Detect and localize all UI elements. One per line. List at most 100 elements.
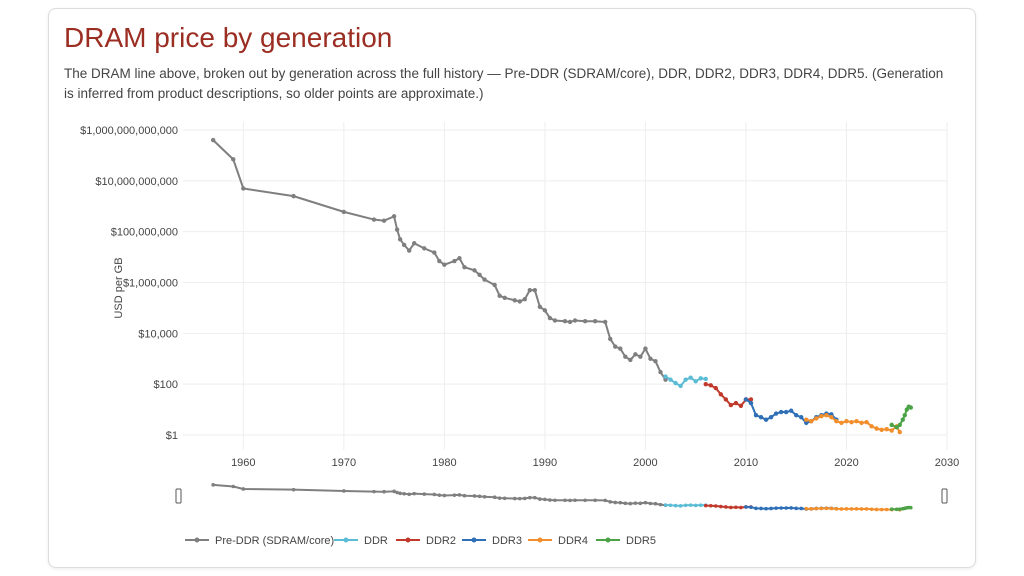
- data-point: [437, 258, 442, 264]
- legend[interactable]: Pre-DDR (SDRAM/core) DDR DDR2 DDR3 DDR4 DDR5: [185, 535, 656, 547]
- range-point: [884, 507, 889, 512]
- x-tick-label: 2000: [633, 457, 657, 469]
- range-point: [583, 498, 587, 503]
- data-point: [231, 157, 236, 162]
- range-point: [874, 507, 879, 512]
- data-point: [879, 427, 884, 433]
- data-point: [371, 217, 377, 222]
- range-point: [633, 501, 638, 505]
- range-point: [804, 506, 809, 511]
- legend-item[interactable]: DDR4: [528, 535, 588, 547]
- y-tick-label: $100: [154, 379, 178, 391]
- range-point: [784, 506, 788, 510]
- data-point: [773, 411, 779, 416]
- data-point: [527, 287, 533, 293]
- data-point: [512, 298, 517, 303]
- data-point: [397, 237, 403, 242]
- data-point: [603, 319, 608, 325]
- grid-lines: [183, 122, 948, 450]
- data-point: [743, 397, 749, 402]
- range-point: [769, 506, 773, 511]
- range-point: [814, 506, 819, 511]
- range-point: [774, 506, 778, 510]
- range-point: [628, 501, 633, 506]
- range-point: [643, 500, 648, 505]
- range-point: [462, 493, 467, 498]
- data-point: [897, 429, 902, 435]
- legend-marker: [605, 537, 611, 543]
- range-point: [548, 498, 552, 502]
- x-tick-label: 1980: [432, 457, 456, 469]
- range-point: [382, 489, 386, 494]
- range-handle-left[interactable]: [175, 488, 182, 504]
- range-point: [538, 497, 542, 501]
- legend-item[interactable]: DDR5: [596, 535, 656, 547]
- data-point: [592, 319, 598, 324]
- data-point: [381, 218, 387, 223]
- legend-label: DDR4: [558, 535, 588, 547]
- legend-marker: [537, 537, 543, 543]
- data-point: [908, 405, 914, 410]
- range-point: [618, 500, 623, 505]
- legend-item[interactable]: DDR: [334, 535, 388, 547]
- data-point: [608, 336, 613, 342]
- data-point: [804, 417, 809, 422]
- range-handle-right[interactable]: [941, 488, 948, 504]
- data-point: [542, 308, 548, 313]
- data-point: [613, 344, 618, 349]
- data-point: [728, 402, 734, 408]
- y-axis-label: USD per GB: [113, 257, 125, 318]
- range-point: [879, 507, 884, 512]
- range-point: [854, 507, 859, 511]
- range-point: [764, 506, 768, 511]
- data-point: [663, 374, 668, 379]
- data-point: [517, 299, 522, 304]
- range-point: [678, 504, 683, 508]
- range-point: [648, 501, 653, 506]
- data-point: [874, 426, 879, 431]
- range-point: [834, 507, 839, 511]
- data-point: [562, 319, 568, 324]
- data-point: [713, 385, 718, 391]
- data-point: [824, 413, 829, 418]
- range-point: [894, 507, 899, 512]
- legend-item[interactable]: DDR2: [396, 535, 456, 547]
- data-point: [894, 425, 899, 430]
- range-point: [849, 507, 854, 511]
- data-point: [241, 186, 246, 191]
- data-point: [477, 272, 482, 278]
- data-point: [854, 418, 859, 424]
- legend-marker: [405, 537, 411, 543]
- data-point: [753, 413, 759, 418]
- range-point: [241, 487, 246, 491]
- chart-subtitle: The DRAM line above, broken out by gener…: [64, 66, 944, 101]
- legend-item[interactable]: Pre-DDR (SDRAM/core): [185, 535, 334, 547]
- range-point: [864, 507, 869, 511]
- range-point: [789, 506, 793, 510]
- range-point: [422, 492, 427, 496]
- range-point: [533, 495, 537, 500]
- data-point: [673, 380, 678, 386]
- data-point: [723, 397, 729, 402]
- data-point: [628, 357, 633, 363]
- x-tick-label: 1970: [332, 457, 356, 469]
- y-tick-label: $1: [166, 430, 178, 442]
- range-point: [824, 506, 829, 511]
- data-point: [406, 248, 412, 253]
- range-point: [844, 507, 849, 511]
- range-point: [398, 491, 402, 496]
- range-point: [809, 507, 814, 511]
- range-point: [719, 504, 723, 509]
- data-point: [708, 383, 713, 388]
- data-point: [748, 397, 754, 402]
- data-point: [834, 418, 839, 424]
- range-point: [749, 505, 753, 510]
- data-point: [869, 424, 874, 429]
- data-point: [452, 258, 457, 264]
- y-tick-label: $10,000,000,000: [95, 176, 178, 188]
- data-point: [829, 415, 834, 420]
- legend-item[interactable]: DDR3: [462, 535, 522, 547]
- range-slider[interactable]: [175, 483, 948, 512]
- data-point: [547, 315, 553, 321]
